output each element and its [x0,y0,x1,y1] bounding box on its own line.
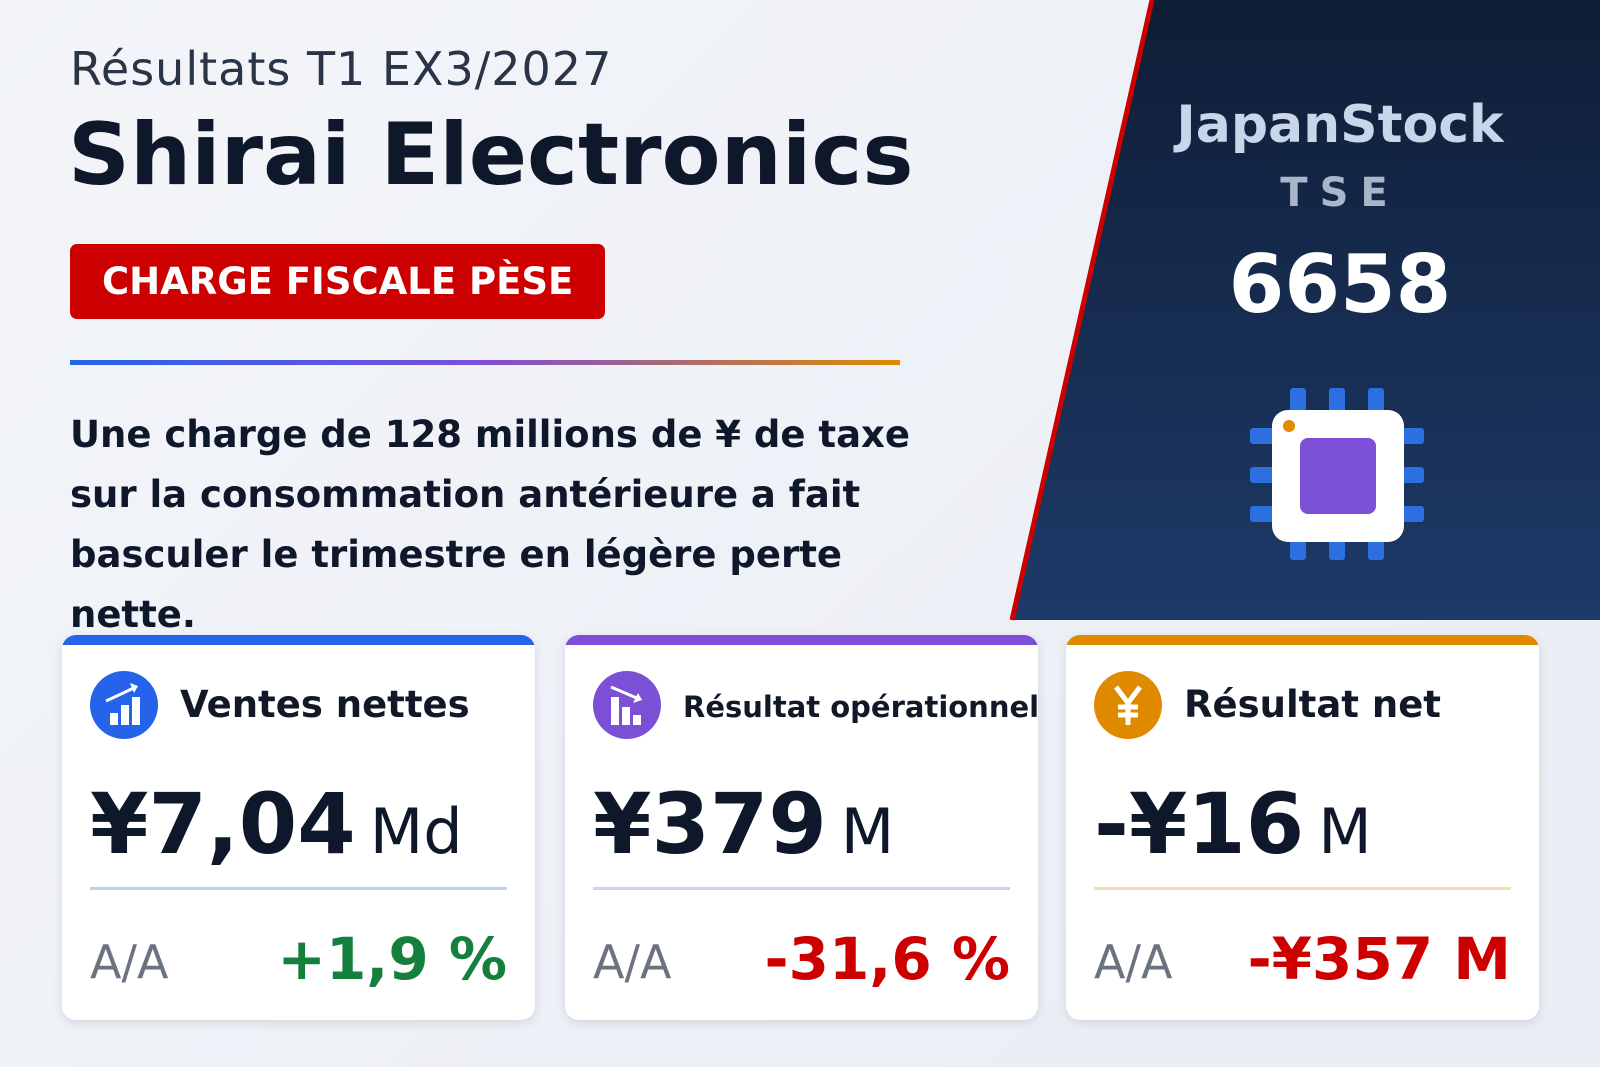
card-unit: M [1318,795,1372,868]
card-value: ¥7,04 [90,775,356,873]
kpi-card: Ventes nettes ¥7,04 Md A/A +1,9 % [62,635,535,1020]
yoy-label: A/A [90,935,169,989]
card-value-row: -¥16 M [1094,775,1372,873]
subtitle: Résultats T1 EX3/2027 [70,42,613,96]
card-label: Résultat net [1184,683,1441,726]
card-accent [1066,635,1539,645]
yoy-value: -¥357 M [1247,925,1511,993]
brand-panel [1009,0,1600,621]
yoy-value: +1,9 % [277,925,507,993]
card-value-row: ¥379 M [593,775,894,873]
kpi-card: Résultat opérationnel ¥379 M A/A -31,6 % [565,635,1038,1020]
ticker-code: 6658 [1228,238,1452,331]
description: Une charge de 128 millions de ¥ de taxe … [70,413,910,636]
exchange: TSE [1280,170,1400,216]
brand-name: JapanStock [1176,95,1504,155]
card-separator [593,887,1010,890]
card-label: Résultat opérationnel [683,690,1038,724]
card-value: ¥379 [593,775,827,873]
card-value-row: ¥7,04 Md [90,775,463,873]
badge: CHARGE FISCALE PÈSE [70,244,606,319]
yoy-value: -31,6 % [764,925,1010,993]
company-title: Shirai Electronics [68,105,914,205]
card-separator [90,887,507,890]
card-accent [565,635,1038,645]
divider [70,360,900,365]
yoy-label: A/A [1094,935,1173,989]
yoy-label: A/A [593,935,672,989]
card-icon [593,671,661,739]
card-separator [1094,887,1511,890]
card-unit: M [840,795,895,868]
card-unit: Md [369,795,463,868]
card-value: -¥16 [1094,775,1305,873]
card-accent [62,635,535,645]
kpi-card: Résultat net -¥16 M A/A -¥357 M [1066,635,1539,1020]
card-icon [1094,671,1162,739]
card-label: Ventes nettes [180,683,470,726]
chip-icon [1250,388,1424,560]
card-icon [90,671,158,739]
